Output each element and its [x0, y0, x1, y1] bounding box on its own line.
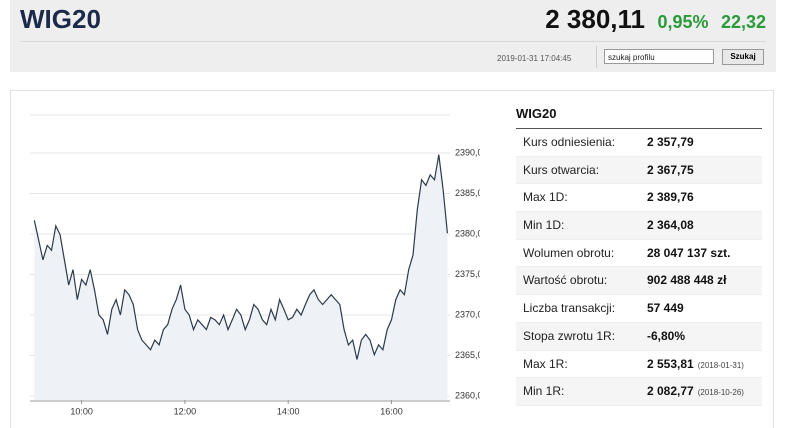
table-row: Max 1R: 2 553,81 (2018-01-31): [516, 351, 762, 379]
row-label: Min 1D:: [523, 218, 565, 233]
value-text: 2 364,08: [647, 218, 694, 233]
value-text: 57 449: [647, 301, 684, 316]
table-title: WIG20: [516, 106, 762, 129]
x-tick-label: 12:00: [174, 406, 197, 416]
table-row: Min 1R: 2 082,77 (2018-10-26): [516, 378, 762, 406]
price-line: [33, 154, 448, 360]
table-row: Kurs otwarcia: 2 367,75: [516, 156, 762, 185]
y-tick-label: 2365,00: [455, 350, 480, 360]
date-note: (2018-01-31): [697, 360, 744, 370]
chart: 2360,00 2365,00 2370,00 2375,00 2380,00 2385,…: [30, 114, 480, 416]
value-text: 28 047 137 szt.: [647, 245, 731, 260]
stats-table: WIG20 Kurs odniesienia: 2 357,79 Kurs otwa…: [516, 106, 762, 406]
row-value: 2 357,79: [647, 129, 694, 156]
y-tick-label: 2375,00: [455, 269, 480, 279]
row-value: 2 553,81 (2018-01-31): [647, 351, 744, 380]
area: [34, 154, 448, 400]
table-row: Min 1D: 2 364,08: [516, 212, 762, 240]
table-body: Kurs odniesienia: 2 357,79 Kurs otwarcia: 2…: [516, 129, 762, 406]
table-row: Kurs odniesienia: 2 357,79: [516, 129, 762, 157]
y-tick-label: 2360,00: [455, 390, 480, 400]
row-value: 28 047 137 szt.: [647, 240, 730, 267]
change-percent: 0,95%: [657, 12, 709, 32]
search-button[interactable]: Szukaj: [722, 49, 764, 65]
row-value: 2 364,08: [647, 212, 694, 239]
row-value: 2 082,77 (2018-10-26): [647, 378, 744, 407]
row-label: Max 1R:: [523, 356, 568, 371]
search-input[interactable]: szukaj profilu: [604, 49, 714, 64]
change: 22,32: [720, 12, 766, 32]
separator: [596, 46, 597, 68]
value-text: -6,80%: [647, 328, 686, 343]
table-row: Max 1D: 2 389,76: [516, 184, 762, 213]
table-row: Wolumen obrotu: 28 047 137 szt.: [516, 240, 762, 268]
y-tick-label: 2390,00: [455, 147, 480, 157]
row-label: Max 1D:: [523, 190, 568, 205]
value-text: 2 367,75: [647, 162, 694, 177]
row-value: 2 367,75: [647, 157, 694, 184]
index-title: WIG20: [20, 4, 101, 34]
y-tick-label: 2380,00: [455, 228, 480, 238]
row-label: Stopa zwrotu 1R:: [523, 328, 616, 343]
x-tick-label: 16:00: [380, 406, 403, 416]
timestamp: 2019-01-31 17:04:45: [497, 54, 572, 63]
row-value: -6,80%: [647, 323, 685, 350]
date-note: (2018-10-26): [697, 388, 744, 398]
value-text: 2 357,79: [647, 135, 694, 149]
y-tick-label: 2370,00: [455, 309, 480, 319]
y-tick-label: 2385,00: [455, 188, 480, 198]
row-label: Liczba transakcji:: [523, 301, 616, 316]
x-tick-label: 14:00: [277, 406, 300, 416]
row-value: 2 389,76: [647, 184, 694, 211]
row-value: 902 488 448 zł: [647, 267, 726, 294]
row-label: Wolumen obrotu:: [523, 245, 615, 260]
value-text: 2 553,81: [647, 356, 694, 371]
value-text: 902 488 448 zł: [647, 273, 727, 288]
row-label: Kurs odniesienia:: [523, 135, 616, 149]
table-row: Stopa zwrotu 1R: -6,80%: [516, 322, 762, 351]
table-row: Wartość obrotu: 902 488 448 zł: [516, 267, 762, 296]
price: 2 380,11: [545, 4, 645, 34]
value-text: 2 082,77: [647, 384, 694, 399]
row-label: Kurs otwarcia:: [523, 162, 600, 177]
row-label: Min 1R:: [523, 384, 565, 399]
value-text: 2 389,76: [647, 190, 694, 205]
table-row: Liczba transakcji: 57 449: [516, 295, 762, 323]
row-label: Wartość obrotu:: [523, 273, 608, 288]
quote: 2 380,11 0,95% 22,32: [545, 4, 766, 35]
separator: [20, 41, 766, 42]
row-value: 57 449: [647, 295, 684, 322]
header-bar: WIG20 2 380,11 0,95% 22,32: [10, 0, 776, 72]
x-tick-label: 10:00: [70, 406, 93, 416]
panel: [10, 90, 774, 428]
